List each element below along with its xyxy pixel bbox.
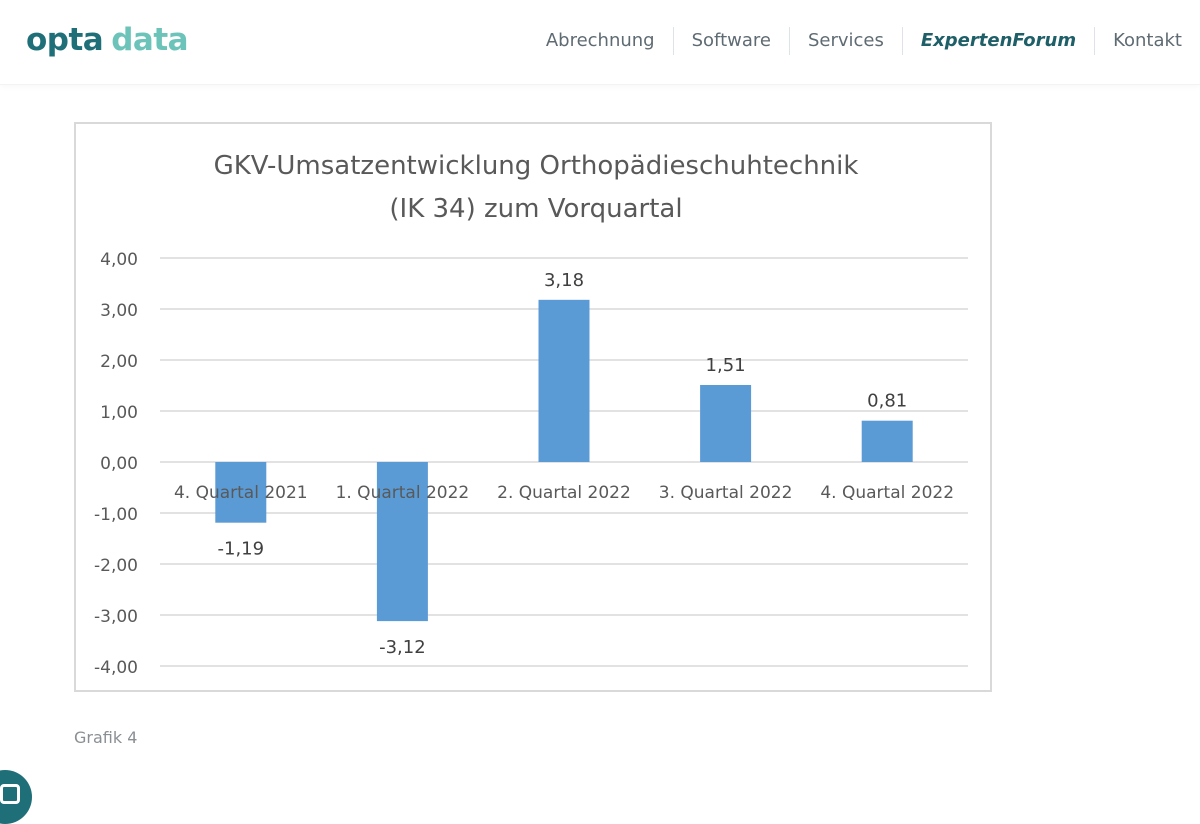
data-label: -3,12 <box>379 637 426 658</box>
chart-title: GKV-Umsatzentwicklung Orthopädieschuhtec… <box>214 151 859 181</box>
data-labels: -1,19 -3,12 3,18 1,51 0,81 <box>218 270 908 658</box>
x-tick-label: 4. Quartal 2022 <box>820 483 954 503</box>
x-tick-label: 2. Quartal 2022 <box>497 483 631 503</box>
chat-widget-button[interactable] <box>0 770 32 824</box>
site-logo[interactable]: opta data <box>26 18 189 62</box>
y-tick-label: 0,00 <box>100 454 138 474</box>
y-tick-label: -1,00 <box>94 505 138 525</box>
y-tick-label: 2,00 <box>100 352 138 372</box>
nav-item-services[interactable]: Services <box>790 27 903 55</box>
y-tick-label: 1,00 <box>100 403 138 423</box>
data-label: 1,51 <box>706 355 746 376</box>
y-tick-label: -3,00 <box>94 607 138 627</box>
nav-item-software[interactable]: Software <box>674 27 790 55</box>
x-tick-label: 4. Quartal 2021 <box>174 483 308 503</box>
chart-figure: GKV-Umsatzentwicklung Orthopädieschuhtec… <box>74 122 992 692</box>
data-label: 0,81 <box>867 391 907 412</box>
main-nav: Abrechnung Software Services ExpertenFor… <box>528 27 1182 55</box>
bar <box>538 299 590 462</box>
y-tick-label: -4,00 <box>94 658 138 678</box>
bars <box>215 299 913 622</box>
x-axis-ticks: 4. Quartal 2021 1. Quartal 2022 2. Quartal… <box>174 483 954 503</box>
nav-item-abrechnung[interactable]: Abrechnung <box>528 27 674 55</box>
bar-chart: GKV-Umsatzentwicklung Orthopädieschuhtec… <box>94 151 968 678</box>
chart-subtitle: (IK 34) zum Vorquartal <box>389 194 682 224</box>
data-label: 3,18 <box>544 270 584 291</box>
figure-caption: Grafik 4 <box>74 728 138 747</box>
x-tick-label: 1. Quartal 2022 <box>336 483 470 503</box>
bar <box>700 384 752 462</box>
y-tick-label: -2,00 <box>94 556 138 576</box>
data-label: -1,19 <box>218 539 265 560</box>
x-tick-label: 3. Quartal 2022 <box>659 483 793 503</box>
y-axis-ticks: 4,00 3,00 2,00 1,00 0,00 -1,00 -2,00 -3,00 -4,00 <box>94 250 138 678</box>
nav-item-expertenforum[interactable]: ExpertenForum <box>903 27 1096 55</box>
bar <box>861 420 913 462</box>
logo-text-secondary: data <box>111 22 189 58</box>
bar <box>215 462 267 523</box>
site-header: opta data Abrechnung Software Services Ex… <box>0 0 1200 85</box>
y-tick-label: 3,00 <box>100 301 138 321</box>
y-tick-label: 4,00 <box>100 250 138 270</box>
logo-text-primary: opta <box>26 22 104 58</box>
nav-item-kontakt[interactable]: Kontakt <box>1113 30 1182 51</box>
bar <box>376 462 428 622</box>
